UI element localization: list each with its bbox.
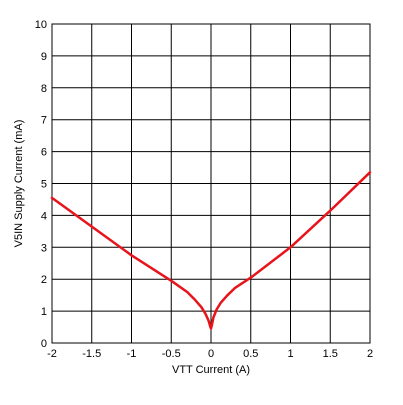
y-tick-label: 6 — [41, 147, 47, 159]
x-tick-label: 0 — [208, 348, 214, 360]
y-axis-ticks: 0 1 2 3 4 5 6 7 8 9 10 — [35, 19, 47, 350]
y-axis-title: V5IN Supply Current (mA) — [13, 120, 25, 248]
x-axis-ticks: -2 -1.5 -1 -0.5 0 0.5 1 1.5 2 — [47, 348, 373, 360]
series-line-0 — [50, 171, 372, 330]
x-tick-label: 0.5 — [243, 348, 258, 360]
series-layer — [50, 171, 372, 330]
y-tick-label: 3 — [41, 242, 47, 254]
y-tick-label: 4 — [41, 210, 47, 222]
y-tick-label: 8 — [41, 83, 47, 95]
x-tick-label: -1.5 — [82, 348, 101, 360]
y-tick-label: 5 — [41, 179, 47, 191]
x-tick-label: -0.5 — [162, 348, 181, 360]
x-tick-label: 1.5 — [323, 348, 338, 360]
x-tick-label: -2 — [47, 348, 57, 360]
grid-lines — [51, 23, 371, 344]
x-axis-title: VTT Current (A) — [172, 364, 250, 376]
x-tick-label: -1 — [127, 348, 137, 360]
y-tick-label: 10 — [35, 19, 47, 31]
plot-frame — [51, 23, 371, 344]
y-tick-label: 7 — [41, 115, 47, 127]
y-tick-label: 9 — [41, 51, 47, 63]
y-tick-label: 0 — [41, 338, 47, 350]
x-tick-label: 2 — [367, 348, 373, 360]
x-tick-label: 1 — [287, 348, 293, 360]
y-tick-label: 2 — [41, 274, 47, 286]
y-tick-label: 1 — [41, 306, 47, 318]
